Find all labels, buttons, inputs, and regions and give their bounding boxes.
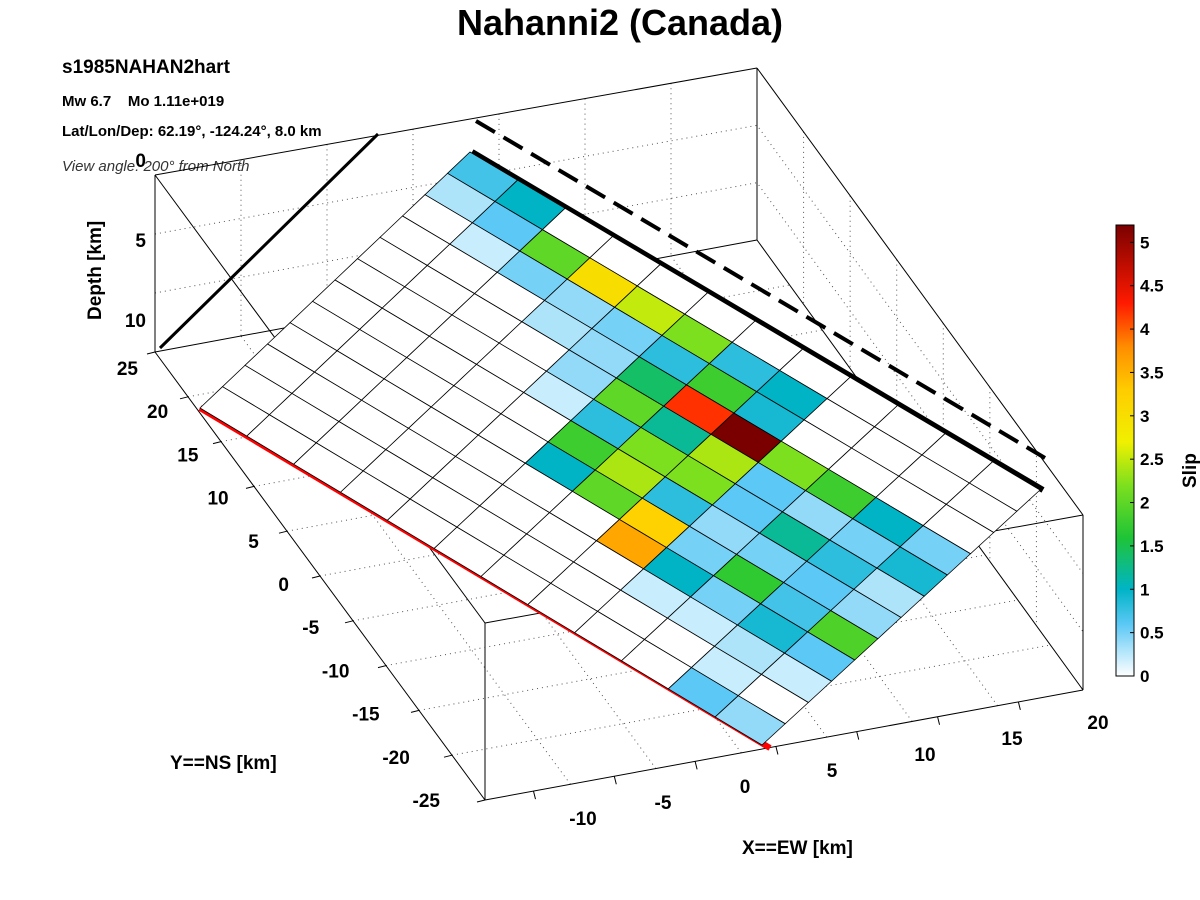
x-axis-label: X==EW [km]: [742, 838, 853, 859]
z-axis-label: Depth [km]: [85, 220, 106, 320]
colorbar-tick-label: 3.5: [1140, 363, 1164, 382]
x-tick-mark: [937, 716, 941, 725]
y-tick-mark: [344, 620, 354, 624]
x-tick-label: 15: [1001, 729, 1023, 750]
x-tick-label: 5: [827, 761, 838, 782]
x-tick-label: -5: [655, 793, 672, 814]
box-edge: [484, 689, 1084, 801]
colorbar-tick-label: 3: [1140, 407, 1149, 426]
x-tick-label: 0: [740, 777, 751, 798]
z-tick-label: 0: [135, 151, 146, 172]
x-tick-label: -10: [569, 809, 596, 830]
x-tick-mark: [533, 790, 536, 800]
x-tick-mark: [1017, 701, 1021, 711]
z-tick-label: 5: [135, 231, 146, 252]
x-tick-label: 20: [1087, 713, 1108, 734]
colorbar-tick-label: 0.5: [1140, 624, 1164, 643]
y-tick-label: 5: [248, 532, 259, 553]
y-tick-mark: [278, 530, 288, 534]
colorbar-tick-label: 2.5: [1140, 450, 1164, 469]
y-tick-label: -20: [382, 748, 409, 769]
y-tick-label: -10: [322, 661, 349, 682]
colorbar-tick-label: 5: [1140, 233, 1149, 252]
box-edge: [154, 67, 758, 176]
y-tick-mark: [245, 485, 255, 489]
fault-top-edge: [470, 149, 1045, 493]
y-tick-mark: [443, 754, 453, 758]
colorbar-label: Slip [m]: [1180, 453, 1200, 488]
y-tick-label: -5: [302, 618, 319, 639]
y-tick-mark: [377, 665, 387, 669]
y-tick-label: 25: [117, 359, 139, 380]
slip-patch: [714, 695, 786, 746]
colorbar-tick-label: 1.5: [1140, 537, 1164, 556]
magnitude-text: Mw 6.7 Mo 1.11e+019: [62, 93, 225, 110]
x-tick-label: 10: [914, 745, 935, 766]
y-tick-mark: [311, 575, 321, 579]
colorbar: 0 0.5 1 1.5 2 2.5 3 3.5 4 4.5 5: [1115, 224, 1164, 686]
y-tick-label: 15: [177, 445, 199, 466]
surface-trace-line: [474, 119, 1047, 460]
y-tick-label: -25: [413, 791, 441, 812]
colorbar-tick-label: 0: [1140, 667, 1149, 686]
y-tick-mark: [212, 441, 222, 445]
x-tick-mark: [694, 761, 698, 770]
location-text: Lat/Lon/Dep: 62.19°, -124.24°, 8.0 km: [62, 123, 322, 140]
y-tick-mark: [476, 799, 486, 803]
x-tick-mark: [613, 776, 617, 785]
colorbar-tick-label: 4.5: [1140, 277, 1164, 296]
view-edge-line: [158, 132, 380, 350]
y-tick-mark: [179, 396, 189, 400]
x-tick-mark: [856, 731, 860, 740]
colorbar-tick-label: 1: [1140, 580, 1149, 599]
y-tick-label: 0: [278, 575, 289, 596]
y-tick-label: 10: [207, 489, 228, 510]
event-id: s1985NAHAN2hart: [62, 57, 230, 78]
z-tick-label: 10: [125, 311, 146, 332]
y-tick-label: -15: [352, 705, 380, 726]
chart-title: Nahanni2 (Canada): [456, 2, 784, 43]
tick-labels: 25 20 15 10 5 0 -5 -10 -15 -20 -25 -10 -5 0 5 10 15 20 0 5 1…: [117, 151, 1109, 830]
colorbar-tick-label: 2: [1140, 494, 1149, 513]
slip-patches: [199, 151, 1041, 746]
x-tick-mark: [775, 746, 779, 755]
view-angle-text: View angle: 200° from North: [62, 158, 250, 175]
y-tick-mark: [410, 709, 420, 713]
y-axis-label: Y==NS [km]: [170, 753, 277, 774]
colorbar-tick-label: 4: [1140, 320, 1150, 339]
y-tick-label: 20: [147, 402, 168, 423]
y-tick-mark: [146, 351, 156, 355]
box-edge: [756, 67, 1084, 516]
colorbar-bar: [1115, 224, 1135, 677]
